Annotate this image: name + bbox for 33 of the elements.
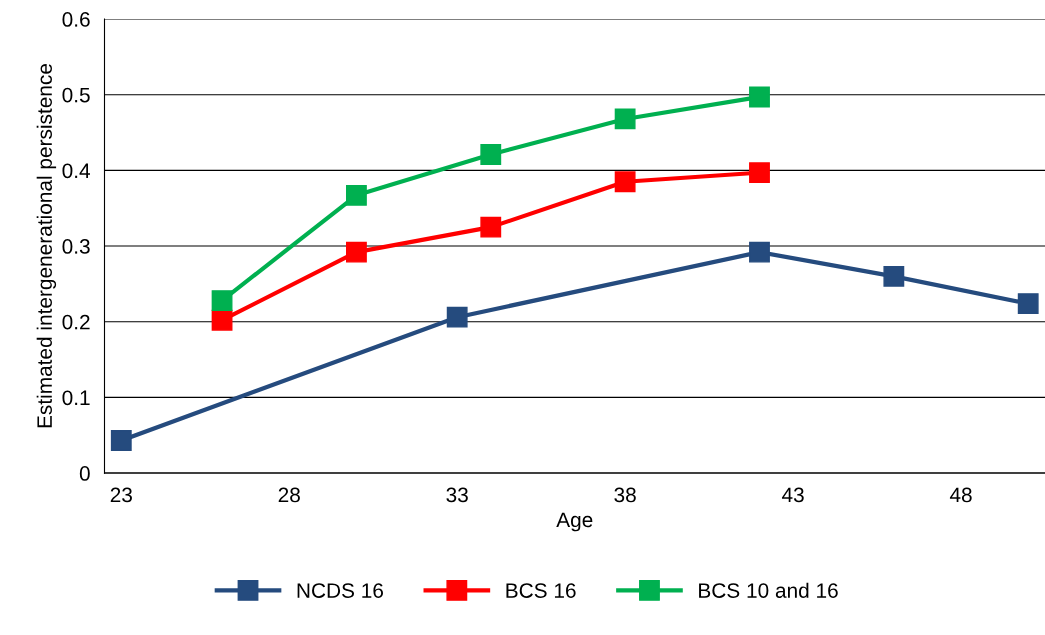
x-tick-label: 28 [278,487,300,503]
x-axis-title: Age [556,512,593,532]
point [749,86,770,108]
x-tick-label: 33 [446,487,468,503]
y-tick-label: 0 [79,466,90,481]
y-tick-label: 0.5 [62,87,90,103]
x-tick-label: 23 [110,487,132,503]
point [1017,293,1039,314]
y-tick-label: 0.2 [62,314,90,330]
x-tick-label: 38 [614,487,636,503]
point [446,306,468,328]
y-axis-title: Estimated intergenerational persistence [36,64,57,428]
point [346,184,367,206]
y-tick-label: 0.3 [62,239,90,254]
y-tick-label: 0.1 [62,390,90,406]
point [211,309,233,331]
point [749,162,770,184]
legend-label: NCDS 16 [297,583,384,598]
point [614,171,636,193]
point [346,241,367,263]
point [110,430,132,451]
point [749,241,770,263]
y-tick-label: 0.4 [62,163,90,179]
point [614,108,636,130]
point [480,144,502,165]
x-tick-label: 48 [949,487,972,503]
x-tick-label: 43 [781,487,804,503]
y-tick-label: 0.6 [62,12,90,27]
point [883,265,905,287]
legend-label: BCS 10 and 16 [699,582,838,598]
legend-label: BCS 16 [506,583,576,598]
point [211,290,233,311]
point [480,216,502,238]
